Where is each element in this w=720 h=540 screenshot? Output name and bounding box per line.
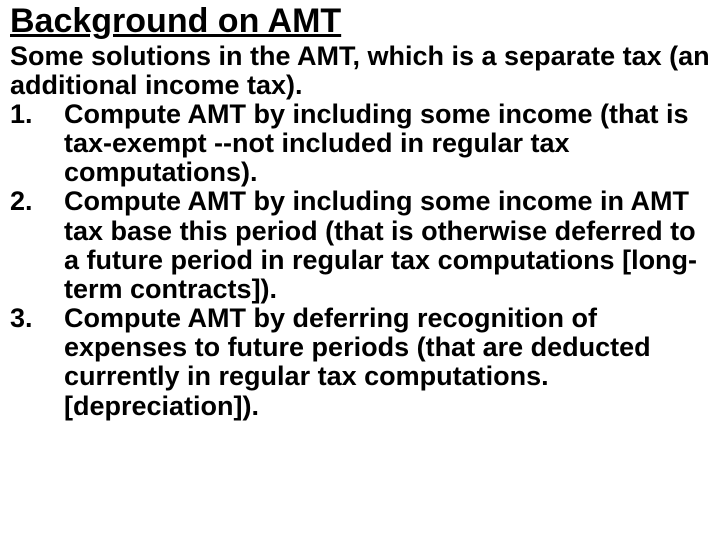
slide-title: Background on AMT xyxy=(10,4,710,40)
list-item-text: Compute AMT by deferring recognition of … xyxy=(64,304,710,421)
list-item-number: 1. xyxy=(10,100,64,187)
intro-paragraph: Some solutions in the AMT, which is a se… xyxy=(10,42,710,100)
list-item-text: Compute AMT by including some income in … xyxy=(64,187,710,304)
slide: Background on AMT Some solutions in the … xyxy=(0,0,720,540)
numbered-list: 1. Compute AMT by including some income … xyxy=(10,100,710,421)
list-item: 2. Compute AMT by including some income … xyxy=(10,187,710,304)
list-item: 3. Compute AMT by deferring recognition … xyxy=(10,304,710,421)
list-item-number: 3. xyxy=(10,304,64,421)
list-item: 1. Compute AMT by including some income … xyxy=(10,100,710,187)
list-item-text: Compute AMT by including some income (th… xyxy=(64,100,710,187)
list-item-number: 2. xyxy=(10,187,64,304)
